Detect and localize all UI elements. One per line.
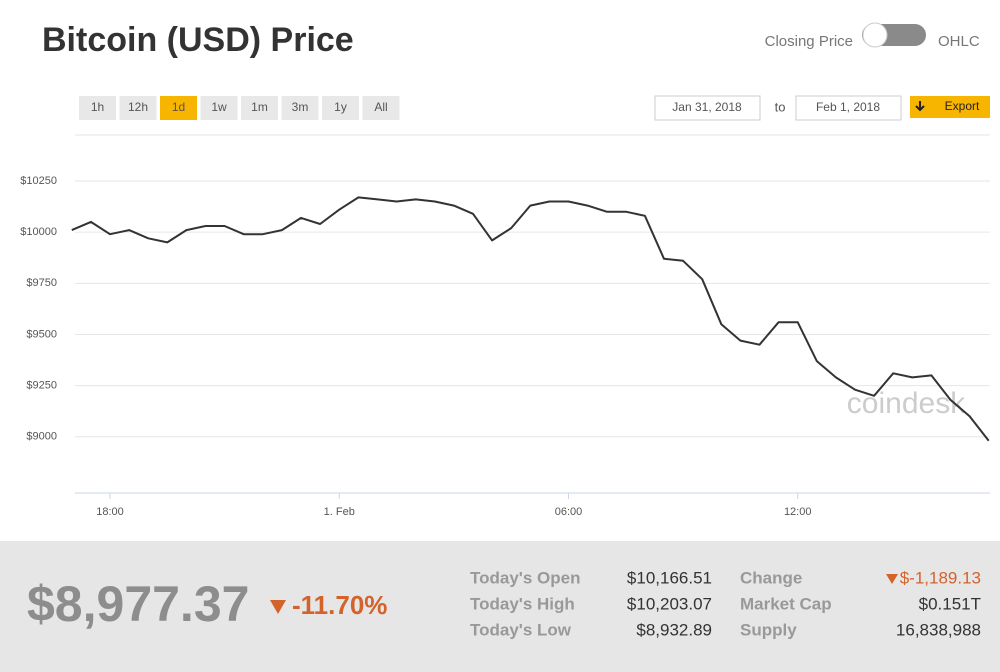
range-button[interactable]	[79, 96, 116, 120]
range-button[interactable]	[200, 96, 238, 120]
date-to-box[interactable]	[795, 95, 902, 121]
export-icon	[915, 101, 925, 112]
toggle-knob	[862, 22, 888, 48]
x-tick-label: 18:00	[96, 506, 124, 518]
date-from-box[interactable]	[654, 95, 761, 121]
x-tick-label: 12:00	[784, 506, 812, 518]
range-button[interactable]	[241, 96, 278, 120]
change-arrow	[886, 574, 898, 584]
y-tick-label: $10250	[20, 175, 57, 187]
date-separator: to	[775, 99, 786, 114]
stat-value: $8,932.89	[636, 620, 712, 639]
range-button-label: 12h	[128, 100, 148, 114]
stat-label: Change	[740, 568, 802, 587]
down-arrow	[270, 600, 286, 614]
y-tick-label: $9500	[26, 328, 57, 340]
range-button[interactable]	[281, 96, 319, 120]
range-button[interactable]	[322, 96, 359, 120]
date-from: Jan 31, 2018	[672, 100, 742, 114]
stat-value: $0.151T	[919, 594, 981, 613]
stat-label: Today's High	[470, 594, 575, 613]
toggle-right-label: OHLC	[938, 33, 980, 50]
x-tick-label: 1. Feb	[324, 506, 355, 518]
export-button[interactable]	[910, 96, 990, 118]
stat-value: $10,203.07	[627, 594, 712, 613]
range-button-label: 1h	[91, 100, 104, 114]
change-percent: -11.70%	[292, 590, 387, 620]
export-label: Export	[945, 99, 980, 113]
y-tick-label: $9000	[26, 431, 57, 443]
range-button-label: All	[374, 100, 387, 114]
x-tick-label: 06:00	[555, 506, 583, 518]
toggle-left-label: Closing Price	[765, 33, 853, 50]
range-button-label: 1w	[211, 100, 227, 114]
range-button[interactable]	[160, 96, 197, 120]
y-tick-label: $9750	[26, 277, 57, 289]
range-button-label: 3m	[292, 100, 309, 114]
price-line	[71, 196, 990, 442]
stat-label: Supply	[740, 620, 797, 639]
current-price: $8,977.37	[27, 576, 249, 632]
stat-label: Today's Open	[470, 568, 580, 587]
range-button-label: 1d	[172, 100, 185, 114]
range-button-label: 1y	[334, 100, 347, 114]
summary-panel	[0, 541, 1000, 672]
stats: Today's Open $10,166.51 Today's High $10,20…	[470, 568, 981, 639]
stat-label: Market Cap	[740, 594, 832, 613]
stat-value: $10,166.51	[627, 568, 712, 587]
range-button-label: 1m	[251, 100, 268, 114]
stat-label: Today's Low	[470, 620, 572, 639]
y-tick-label: $10000	[20, 226, 57, 238]
y-tick-label: $9250	[26, 380, 57, 392]
page-title: Bitcoin (USD) Price	[42, 21, 354, 59]
stat-value: $-1,189.13	[900, 568, 981, 587]
date-to: Feb 1, 2018	[816, 100, 880, 114]
range-button[interactable]	[362, 96, 400, 120]
stat-value: 16,838,988	[896, 620, 981, 639]
chart: $9000 $9250 $9500 $9750 $10000 $10250 18:00 1. …	[20, 175, 990, 518]
range-button[interactable]	[119, 96, 157, 120]
